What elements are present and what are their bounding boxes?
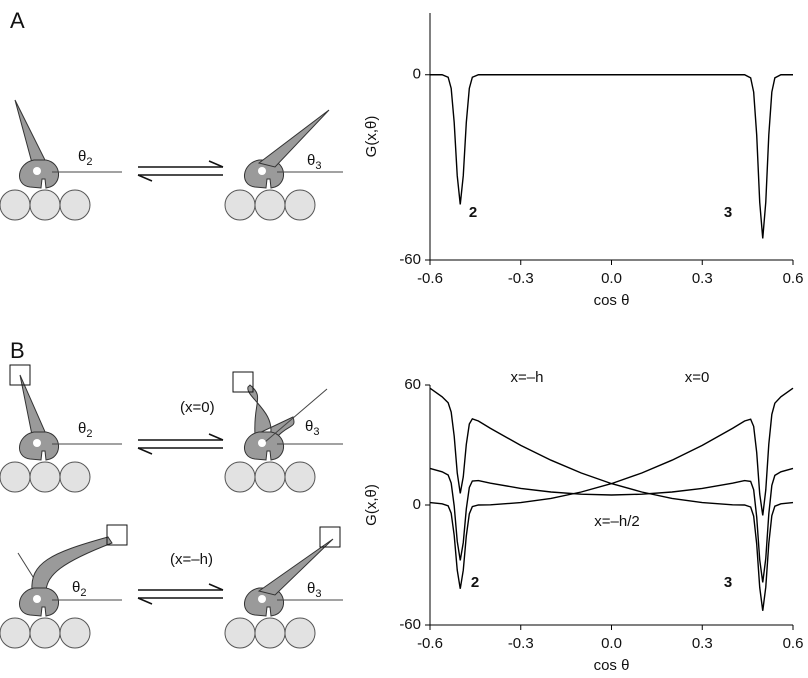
y-tick-label: 0: [413, 496, 421, 513]
state-label: (x=–h): [170, 551, 213, 568]
x-tick-label: 0.3: [692, 635, 713, 652]
state-label: (x=0): [180, 399, 215, 416]
panel-label: B: [10, 338, 25, 363]
angle-label: θ3: [307, 580, 321, 600]
curve: [429, 387, 794, 611]
motor-state-3: θ3: [224, 371, 343, 493]
motor-state-2: θ2: [0, 99, 122, 221]
x-tick-label: 0.6: [783, 635, 804, 652]
curve-label: x=0: [685, 369, 710, 386]
curve-label: x=–h: [511, 369, 544, 386]
state-marker: 3: [724, 574, 732, 591]
x-tick-label: -0.3: [508, 270, 534, 287]
state-marker: 2: [469, 204, 477, 221]
x-tick-label: -0.6: [417, 635, 443, 652]
y-tick-label: -60: [399, 616, 421, 633]
y-tick-label: 0: [413, 66, 421, 83]
curve: [429, 467, 794, 583]
y-tick-label: 60: [404, 376, 421, 393]
angle-label: θ2: [72, 579, 86, 599]
state-marker: 3: [724, 204, 732, 221]
curve: [430, 74, 793, 239]
motor-state-2: θ2: [0, 524, 128, 649]
state-marker: 2: [471, 574, 479, 591]
y-tick-label: -60: [399, 251, 421, 268]
x-tick-label: 0.3: [692, 270, 713, 287]
angle-label: θ3: [307, 152, 321, 172]
x-tick-label: 0.0: [601, 635, 622, 652]
x-axis-label: cos θ: [594, 292, 630, 309]
y-axis-label: G(x,θ): [363, 116, 380, 158]
x-tick-label: 0.0: [601, 270, 622, 287]
curve-label: x=–h/2: [594, 513, 639, 530]
motor-state-3: θ3: [224, 526, 343, 649]
motor-state-3: θ3: [224, 109, 343, 221]
panel-label: A: [10, 8, 25, 33]
y-axis-label: G(x,θ): [363, 484, 380, 526]
x-tick-label: 0.6: [783, 270, 804, 287]
angle-label: θ3: [305, 418, 319, 438]
angle-label: θ2: [78, 148, 92, 168]
equilibrium-arrows: [137, 160, 224, 182]
angle-label: θ2: [78, 420, 92, 440]
equilibrium-arrows: [137, 433, 224, 455]
x-tick-label: -0.3: [508, 635, 534, 652]
curve: [429, 387, 794, 589]
motor-state-2: θ2: [0, 364, 122, 493]
x-axis-label: cos θ: [594, 657, 630, 674]
equilibrium-arrows: [137, 583, 224, 605]
x-tick-label: -0.6: [417, 270, 443, 287]
